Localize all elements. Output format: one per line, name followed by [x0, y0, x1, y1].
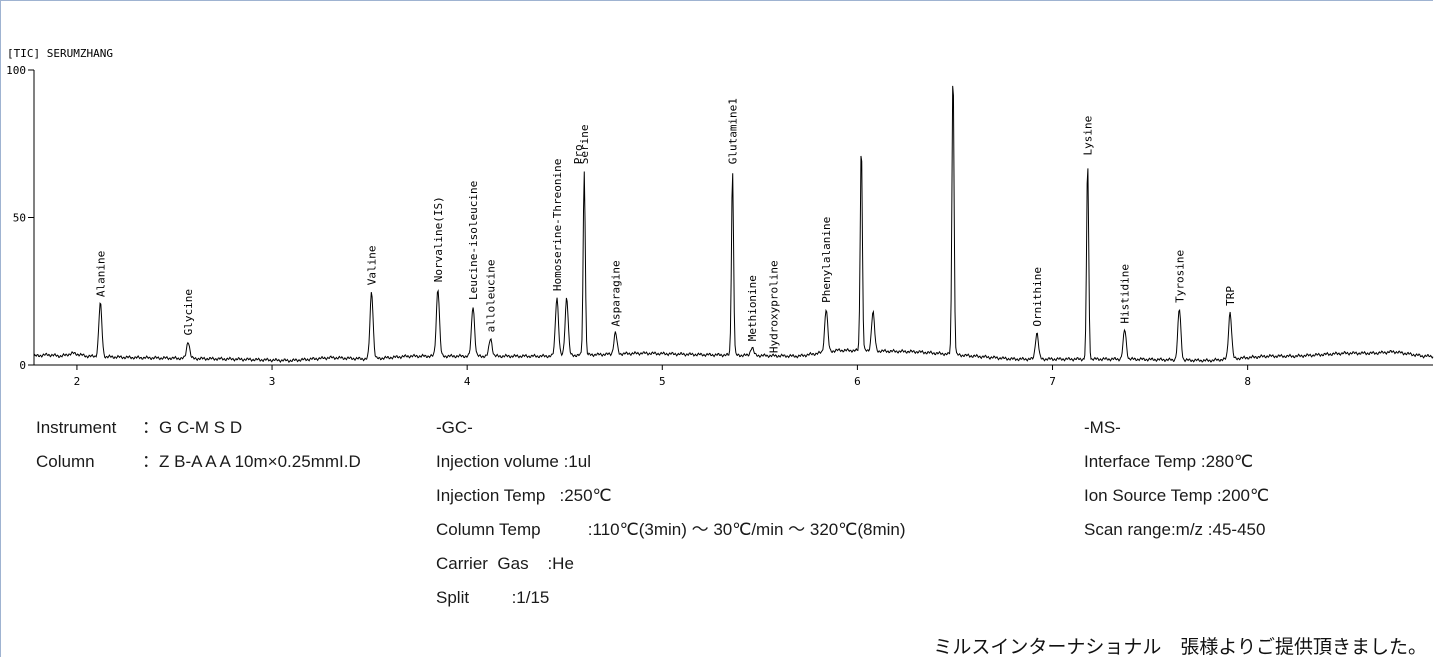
x-tick-label: 3 — [269, 375, 276, 388]
peak-label: Pro — [572, 144, 585, 164]
peak-label: Norvaline(IS) — [432, 196, 445, 282]
gc-carrier-gas: Carrier Gas :He — [436, 554, 574, 573]
peak-label: TRP — [1224, 286, 1237, 306]
instrument-info: Instrument ：G C-M S D — [36, 418, 242, 438]
x-tick-label: 6 — [854, 375, 861, 388]
column-value: ：Z B-A A A 10m×0.25mmI.D — [142, 452, 361, 471]
chromatogram-chart: [TIC] SERUMZHANG 0 50 100 2 3 4 5 6 7 8 Alanine Gl… — [6, 47, 1434, 388]
ms-interface-temp: Interface Temp :280℃ — [1084, 452, 1254, 471]
x-tick-label: 4 — [464, 375, 471, 388]
instrument-value: ：G C-M S D — [142, 418, 243, 437]
peak-label: Serine — [578, 125, 591, 165]
chart-title: [TIC] SERUMZHANG — [7, 47, 113, 60]
instrument-label: Instrument — [36, 418, 117, 437]
y-tick-label: 100 — [6, 64, 26, 77]
peak-label: Leucine-isoleucine — [467, 181, 480, 300]
peak-label: Tyrosine — [1173, 250, 1186, 303]
gc-title: -GC- — [436, 418, 473, 437]
gc-column-temp: Column Temp :110℃(3min) ～ 30℃/min ～ 320℃… — [436, 520, 906, 539]
y-tick-label: 50 — [13, 212, 26, 225]
column-row: Column ：Z B-A A A 10m×0.25mmI.D — [36, 452, 361, 472]
ms-title: -MS- — [1084, 418, 1121, 437]
peak-label: Lysine — [1082, 116, 1095, 156]
x-tick-label: 2 — [74, 375, 81, 388]
peak-label: Hydroxyproline — [768, 260, 781, 353]
peak-label: alloleucine — [485, 260, 498, 333]
gc-split: Split :1/15 — [436, 588, 550, 607]
x-tick-label: 5 — [659, 375, 666, 388]
x-tick-label: 8 — [1244, 375, 1251, 388]
peak-label: Histidine — [1119, 264, 1132, 324]
column-info: Column ：Z B-A A A 10m×0.25mmI.D — [36, 452, 361, 472]
ms-scan-range: Scan range:m/z :45-450 — [1084, 520, 1266, 539]
peak-label: Methionine — [746, 275, 759, 341]
tic-trace — [33, 85, 1434, 364]
y-tick-label: 0 — [19, 359, 26, 372]
peak-label: Glycine — [182, 289, 195, 335]
peak-label: Glutamine1 — [727, 98, 740, 164]
chart-axes: 0 50 100 2 3 4 5 6 7 8 — [6, 64, 1433, 388]
gc-injection-temp: Injection Temp :250℃ — [436, 486, 612, 505]
gc-injection-volume: Injection volume :1ul — [436, 452, 591, 471]
peak-label: Ornithine — [1031, 267, 1044, 327]
credit-footer: ミルスインターナショナル 張様よりご提供頂きました。 — [933, 636, 1427, 658]
peak-label: Asparagine — [610, 260, 623, 326]
ms-ion-source-temp: Ion Source Temp :200℃ — [1084, 486, 1270, 505]
x-tick-label: 7 — [1049, 375, 1056, 388]
peak-label: Phenylalanine — [820, 217, 833, 303]
peak-label: Alanine — [94, 251, 107, 297]
peak-label: Homoserine-Threonine — [551, 159, 564, 291]
instrument-row: Instrument ：G C-M S D — [36, 418, 242, 438]
peak-label: Valine — [366, 246, 379, 286]
peak-labels: Alanine Glycine Valine Norvaline(IS) Leucine… — [94, 98, 1237, 353]
column-label: Column — [36, 452, 95, 471]
